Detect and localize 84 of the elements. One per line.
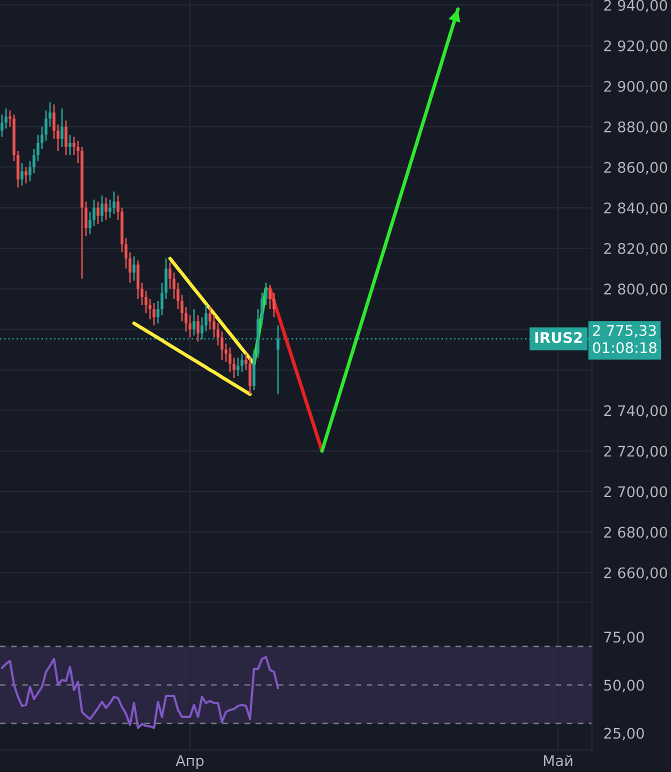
candlestick — [172, 272, 176, 300]
candlestick — [40, 126, 44, 150]
candlestick — [60, 108, 64, 148]
line-series — [268, 287, 324, 453]
candlestick — [128, 252, 132, 284]
candlestick — [104, 196, 108, 221]
y-tick-label: 25,00 — [604, 728, 644, 740]
candlestick — [20, 162, 24, 186]
candlestick — [168, 262, 172, 290]
y-tick-label: 2 880,00 — [604, 121, 668, 134]
y-tick-label: 2 660,00 — [604, 567, 668, 580]
y-tick-label: 2 860,00 — [604, 162, 668, 174]
candlestick — [28, 160, 32, 182]
candlestick — [112, 190, 116, 215]
candlestick — [224, 342, 228, 362]
line-series — [0, 656, 280, 729]
candlestick — [240, 352, 244, 373]
y-tick-label: 2 820,00 — [604, 243, 668, 256]
ref-line-label: 2 775,33 — [593, 324, 656, 338]
x-tick-label: Май — [544, 754, 572, 766]
candlestick — [72, 136, 76, 156]
y-tick-label: 2 680,00 — [604, 526, 668, 540]
candlestick — [132, 256, 136, 282]
y-tick-label: 2 740,00 — [604, 405, 668, 418]
candlestick — [124, 237, 128, 270]
candlestick — [32, 148, 36, 174]
line-series — [132, 322, 252, 396]
y-tick-label: 2 940,00 — [604, 0, 668, 12]
y-tick-label: 2 800,00 — [604, 284, 668, 296]
candlestick — [152, 302, 156, 326]
candlestick — [8, 110, 12, 128]
y-tick-label: 75,00 — [604, 632, 644, 644]
candlestick — [264, 282, 268, 306]
candlestick — [176, 282, 180, 310]
candlestick — [196, 314, 200, 342]
text: 01:08:18 — [592, 342, 656, 354]
candlestick — [52, 104, 56, 140]
candlestick — [192, 308, 196, 336]
candlestick — [260, 292, 264, 326]
candlestick — [116, 194, 120, 221]
candlestick — [212, 314, 216, 338]
candlestick — [220, 330, 224, 360]
candlestick — [24, 166, 28, 184]
candlestick — [56, 124, 60, 152]
y-tick-label: 50,00 — [604, 680, 644, 692]
candlestick — [84, 200, 88, 237]
candlestick — [36, 134, 40, 162]
candlestick — [148, 298, 152, 320]
candlestick — [236, 357, 240, 377]
y-tick-label: 2 900,00 — [604, 80, 668, 94]
candlestick — [144, 290, 148, 314]
candlestick — [268, 284, 272, 310]
candlestick — [160, 282, 164, 316]
candlestick — [232, 357, 236, 379]
candlestick — [76, 140, 80, 164]
candlestick — [208, 306, 212, 330]
candlestick — [248, 357, 252, 395]
candlestick — [48, 102, 52, 128]
candlestick — [92, 198, 96, 227]
candlestick — [184, 306, 188, 332]
candlestick — [216, 322, 220, 346]
candlestick — [4, 108, 8, 130]
candlestick — [44, 110, 48, 142]
y-tick-label: 2 920,00 — [604, 40, 668, 53]
candlestick — [96, 200, 100, 225]
candlestick — [0, 114, 4, 138]
y-tick-label: 2 840,00 — [604, 202, 668, 215]
candlestick — [64, 120, 68, 156]
candlestick — [100, 194, 104, 223]
candlestick — [188, 314, 192, 338]
candlestick — [156, 300, 160, 324]
annotation: IRUS2 — [535, 332, 582, 344]
x-tick-label: Апр — [176, 755, 204, 769]
candlestick — [140, 282, 144, 306]
candlestick — [228, 346, 232, 373]
candlestick — [244, 352, 248, 371]
y-tick-label: 2 720,00 — [604, 446, 668, 458]
candlestick — [68, 134, 72, 156]
candlestick — [272, 292, 276, 318]
candlestick — [108, 198, 112, 219]
y-tick-label: 2 700,00 — [604, 486, 668, 499]
candlestick — [88, 211, 92, 235]
candlestick — [204, 304, 208, 332]
candlestick — [180, 294, 184, 322]
